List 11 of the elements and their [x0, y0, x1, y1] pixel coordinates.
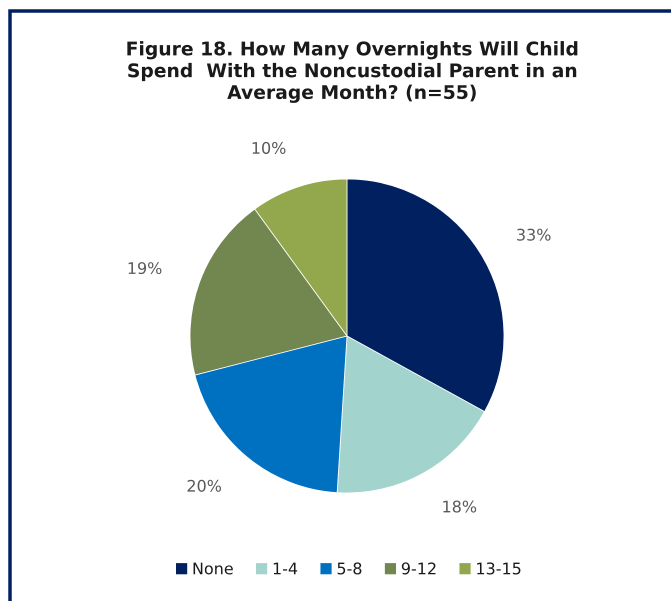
legend-label: 9-12 — [402, 562, 436, 575]
legend-label: None — [194, 562, 233, 575]
data-label: 20% — [188, 480, 222, 492]
legend-label: 13-15 — [477, 562, 520, 575]
data-label: 18% — [443, 500, 476, 513]
legend-label: 1-4 — [274, 562, 298, 574]
data-label: 10% — [252, 142, 286, 154]
legend-label: 5-8 — [338, 562, 362, 575]
data-label: 19% — [128, 262, 162, 274]
data-label: 33% — [517, 228, 551, 241]
chart-title: Figure 18. How Many Overnights Will Child Spend With the Noncustodial Parent in an Average Month? (n=55) — [127, 41, 578, 103]
